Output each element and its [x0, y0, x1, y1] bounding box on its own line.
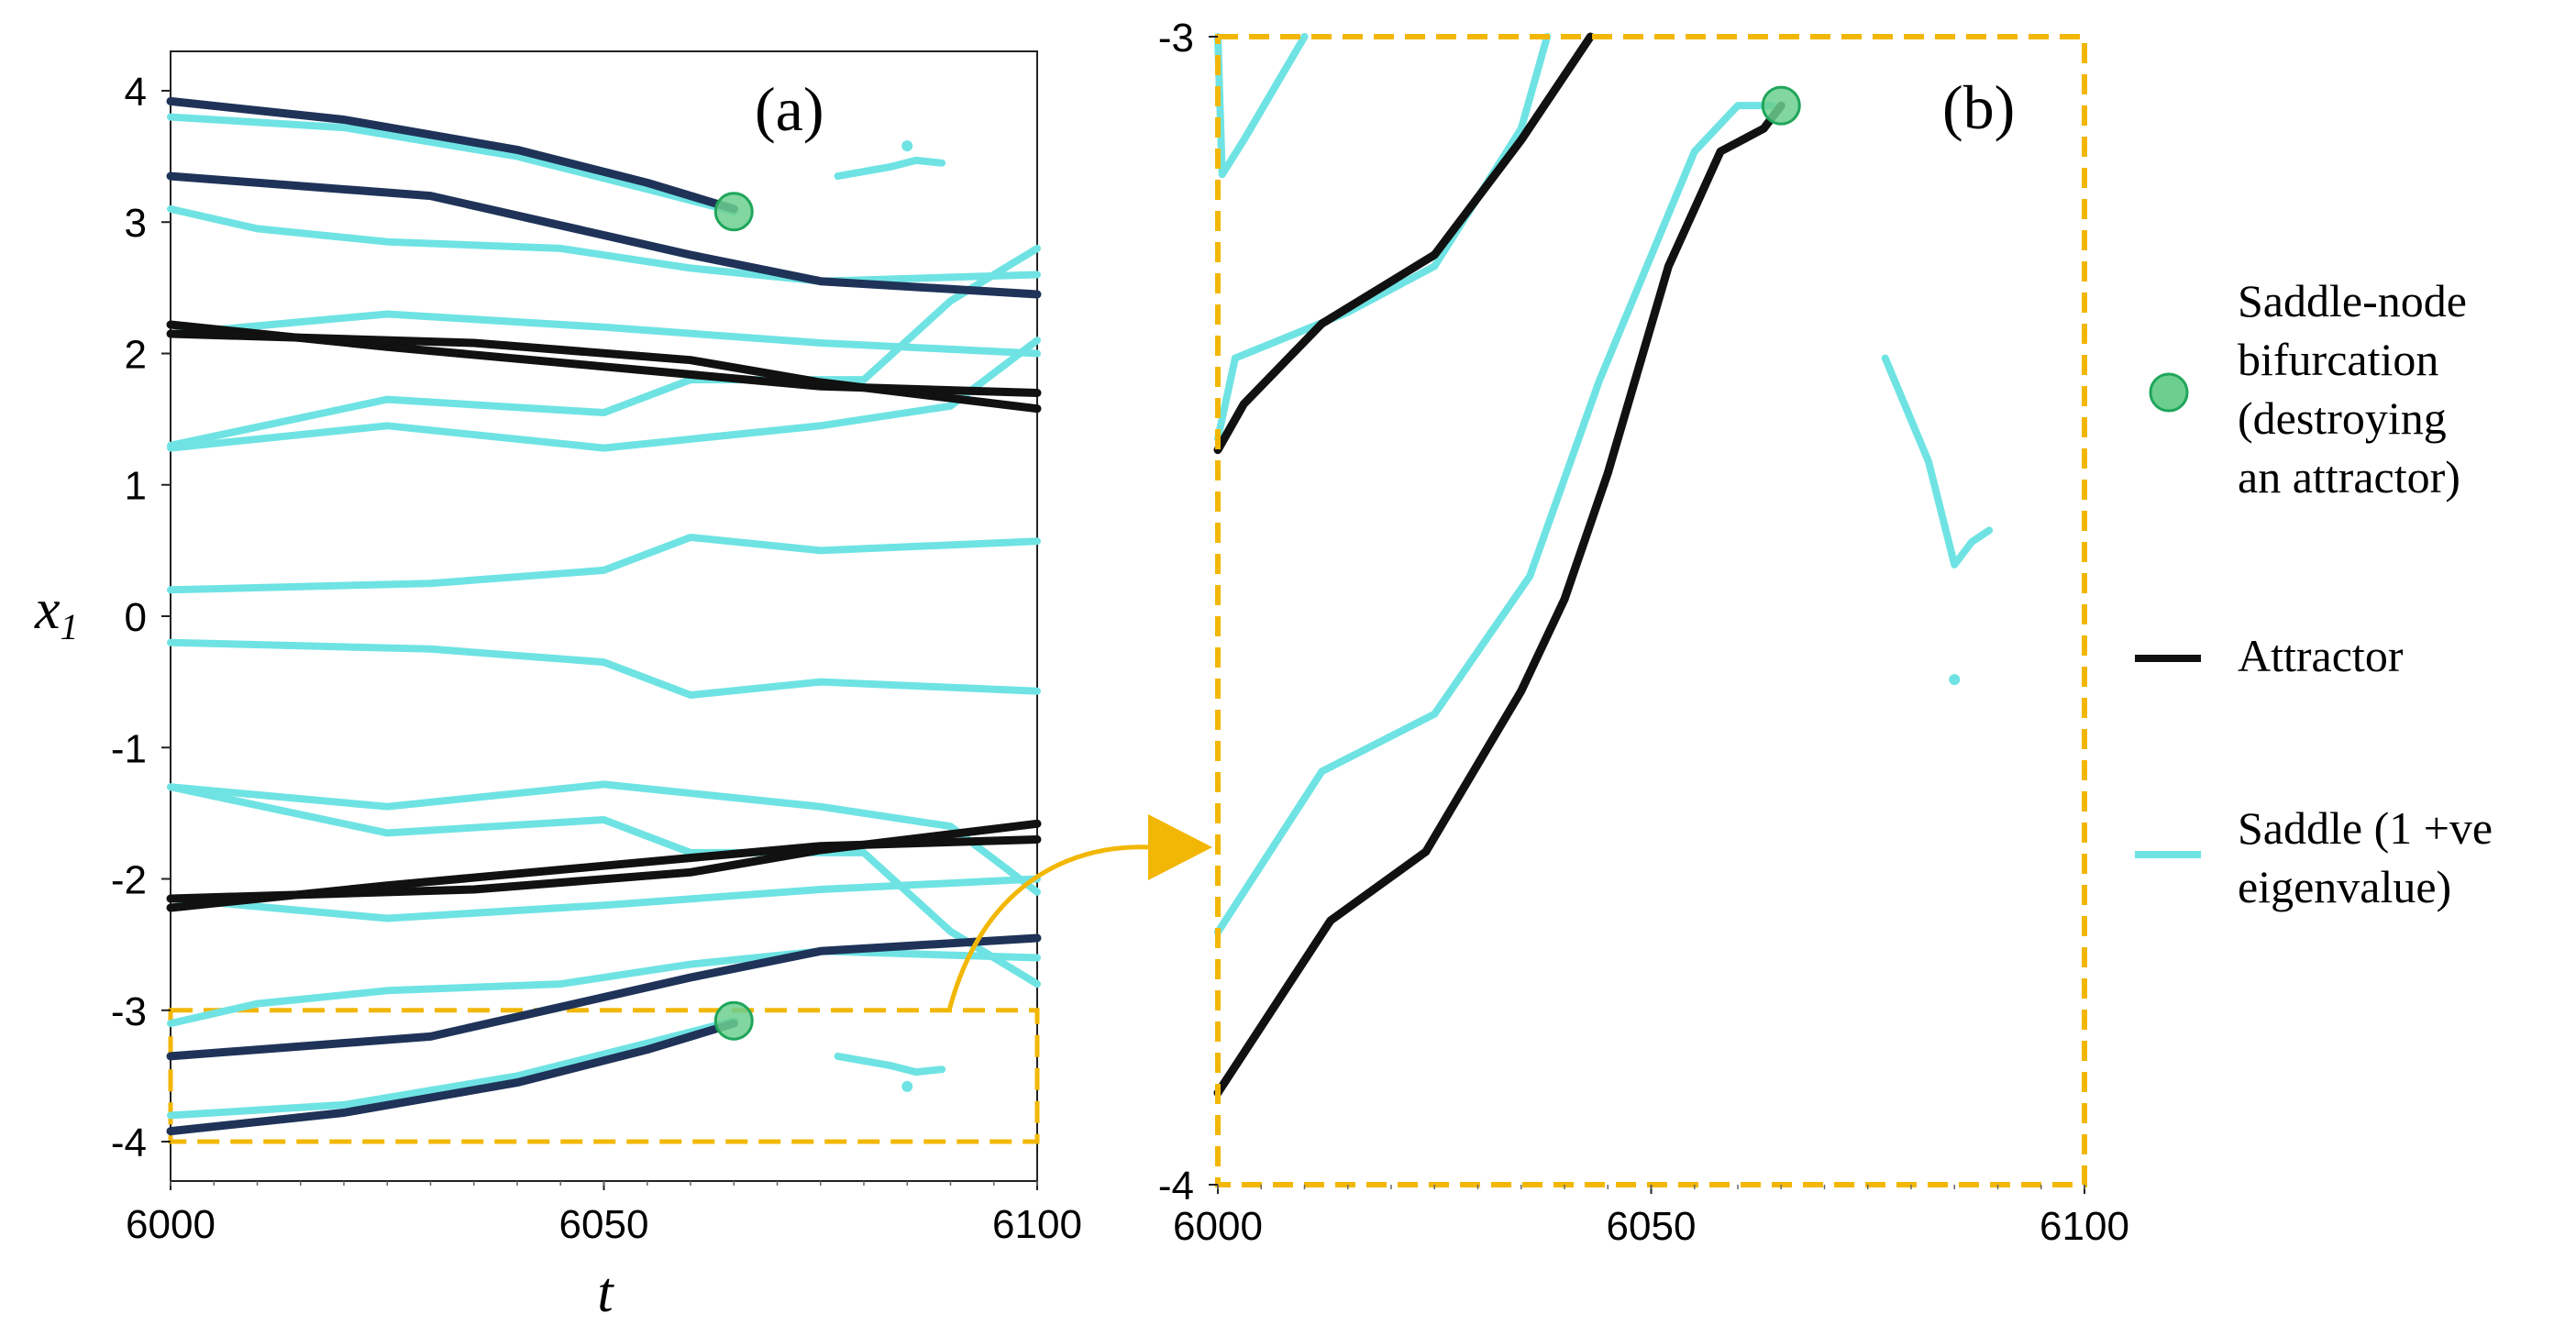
zoom-arrow — [946, 814, 1212, 1011]
y-tick-label-0: 4 — [125, 70, 147, 115]
series-line-saddle-10 — [167, 947, 1041, 1028]
y-tick-label-0: -3 — [1158, 16, 1194, 61]
y-axis-label: x1 — [34, 579, 79, 647]
series-line-attractor_dark-14 — [166, 96, 738, 214]
series-line-saddle-3 — [1214, 102, 1776, 936]
legend: Saddle-node bifurcation (destroying an a… — [2135, 275, 2493, 912]
series-line-attractor_dark-20 — [166, 1019, 738, 1136]
series-line-attractor_dark-21 — [166, 933, 1042, 1061]
panel-b-series — [1213, 32, 1994, 1098]
zoom-box — [168, 1008, 1040, 1144]
y-tick-label-6: -2 — [111, 858, 147, 903]
series-line-saddle-6 — [167, 638, 1041, 699]
series-line-attractor_dark-15 — [166, 171, 1042, 299]
series-line-saddle-7 — [167, 780, 1041, 896]
zoom-arrow-head — [1148, 814, 1212, 880]
panel-b-label: (b) — [1942, 72, 2015, 142]
series-line-attractor-4 — [1213, 101, 1786, 1098]
bifurcation-marker-0 — [1761, 85, 1801, 126]
series-line-attractor-17 — [166, 329, 1042, 414]
series-line-saddle-4 — [167, 337, 1041, 452]
y-axis-label-subscript: 1 — [61, 606, 79, 647]
x-tick-label-1: 6050 — [559, 1202, 649, 1247]
series-line-saddle-12 — [834, 156, 946, 181]
series-line-saddle-0 — [167, 113, 738, 215]
series-line-saddle-1 — [1214, 33, 1552, 443]
legend-bifurcation-line-2: bifurcation — [2238, 334, 2438, 385]
bifurcation-marker-0 — [713, 192, 754, 232]
y-tick-label-1: -4 — [1158, 1164, 1194, 1209]
y-tick-label-7: -3 — [111, 989, 147, 1034]
x-tick-label-0: 6000 — [1173, 1204, 1263, 1249]
legend-attractor-label: Attractor — [2238, 630, 2404, 681]
legend-bifurcation-line-1: Saddle-node — [2238, 275, 2467, 326]
series-line-saddle-5 — [1881, 354, 1994, 569]
legend-bifurcation-line-3: (destroying — [2238, 392, 2447, 444]
bifurcation-marker-1 — [713, 1000, 754, 1041]
panel-a-series — [166, 96, 1042, 1144]
isolated-point-0 — [1949, 674, 1961, 686]
x-tick-label-1: 6050 — [1607, 1204, 1697, 1249]
y-axis-label-main: x — [34, 579, 61, 641]
y-tick-label-4: 0 — [125, 595, 147, 640]
series-line-saddle-5 — [167, 534, 1041, 594]
panel-a-label: (a) — [755, 74, 824, 144]
legend-bifurcation-line-4: an attractor) — [2238, 451, 2460, 502]
y-tick-label-8: -4 — [111, 1121, 147, 1165]
series-line-saddle-0 — [1214, 33, 1309, 179]
y-tick-label-1: 3 — [125, 201, 147, 246]
zoom-arrow-curve — [946, 845, 1152, 1011]
x-tick-label-2: 6100 — [992, 1202, 1082, 1247]
series-line-attractor-19 — [166, 819, 1042, 903]
x-tick-label-0: 6000 — [126, 1202, 216, 1247]
legend-bifurcation: Saddle-node bifurcation (destroying an a… — [2149, 275, 2467, 502]
series-line-saddle-9 — [167, 875, 1041, 922]
isolated-point-1 — [901, 1080, 913, 1092]
series-line-saddle-2 — [167, 310, 1041, 358]
series-line-saddle-8 — [167, 783, 1041, 988]
legend-saddle-line-2: eigenvalue) — [2238, 861, 2451, 912]
y-tick-label-2: 2 — [125, 332, 147, 377]
legend-bifurcation-marker — [2149, 372, 2189, 413]
series-line-saddle-13 — [834, 1052, 946, 1077]
y-tick-label-5: -1 — [111, 726, 147, 771]
x-axis-label: t — [597, 1262, 614, 1324]
legend-saddle: Saddle (1 +ve eigenvalue) — [2135, 802, 2493, 912]
series-line-saddle-1 — [167, 204, 1041, 285]
panel-b: 6000 6050 6100 -3 -4 (b) — [1158, 16, 2129, 1249]
legend-attractor: Attractor — [2135, 630, 2404, 681]
panel-a-ticks: 6000 6050 6100 4 3 2 1 0 -1 -2 -3 -4 — [111, 70, 1082, 1247]
panel-b-ticks: 6000 6050 6100 -3 -4 — [1158, 16, 2129, 1249]
x-tick-label-2: 6100 — [2040, 1204, 2129, 1249]
series-line-attractor-2 — [1213, 32, 1595, 455]
legend-saddle-line-1: Saddle (1 +ve — [2238, 802, 2493, 854]
series-line-saddle-11 — [167, 1017, 738, 1120]
isolated-point-0 — [901, 140, 913, 152]
series-line-saddle-3 — [167, 244, 1041, 449]
y-tick-label-3: 1 — [125, 464, 147, 509]
panel-b-frame — [1215, 34, 2087, 1187]
